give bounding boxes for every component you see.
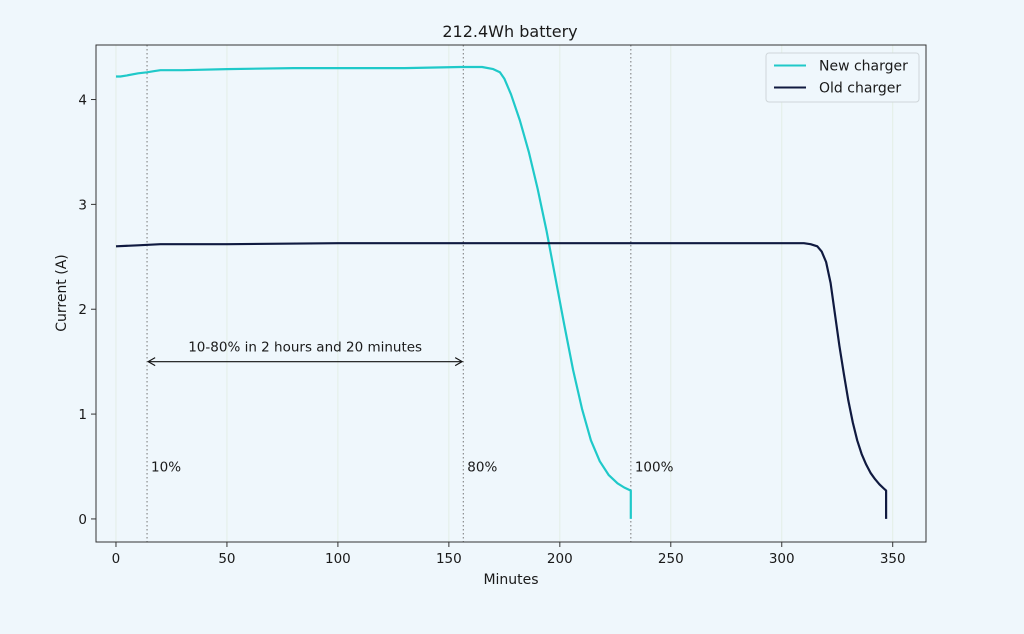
x-tick-label: 350 (880, 551, 906, 567)
legend: New charger Old charger (765, 52, 920, 103)
annotation-label: 10-80% in 2 hours and 20 minutes (188, 340, 422, 356)
grid-lines (115, 45, 894, 542)
y-tick-label: 1 (78, 407, 87, 423)
annotation-arrow (147, 357, 464, 367)
series-lines (115, 65, 888, 519)
x-tick-label: 0 (112, 551, 121, 567)
plot-frame (95, 44, 927, 543)
marker-label: 80% (467, 460, 497, 476)
legend-label-old-charger: Old charger (819, 81, 901, 97)
y-tick-label: 3 (78, 197, 87, 213)
vertical-marker-lines: 10% 80% 100% (146, 45, 674, 542)
y-axis: 0 1 2 3 4 (78, 93, 96, 528)
marker-label: 10% (151, 460, 181, 476)
legend-label-new-charger: New charger (819, 59, 908, 75)
x-axis: 0 50 100 150 200 250 300 350 (112, 542, 906, 567)
y-tick-label: 2 (78, 302, 87, 318)
x-tick-label: 200 (547, 551, 573, 567)
series-line-new-charger (116, 65, 632, 519)
marker-label: 100% (635, 460, 674, 476)
x-tick-label: 100 (325, 551, 351, 567)
x-tick-label: 50 (218, 551, 235, 567)
annotation-arrow-head-right (454, 357, 464, 367)
x-tick-label: 150 (436, 551, 462, 567)
x-axis-label: Minutes (483, 572, 538, 588)
series-line-old-charger (115, 242, 888, 519)
x-tick-label: 300 (769, 551, 795, 567)
annotation-arrow-head-left (147, 357, 156, 367)
y-tick-label: 0 (78, 512, 87, 528)
y-tick-label: 4 (78, 93, 87, 109)
chart-title: 212.4Wh battery (442, 22, 577, 41)
y-axis-label: Current (A) (54, 254, 70, 332)
x-tick-label: 250 (658, 551, 684, 567)
